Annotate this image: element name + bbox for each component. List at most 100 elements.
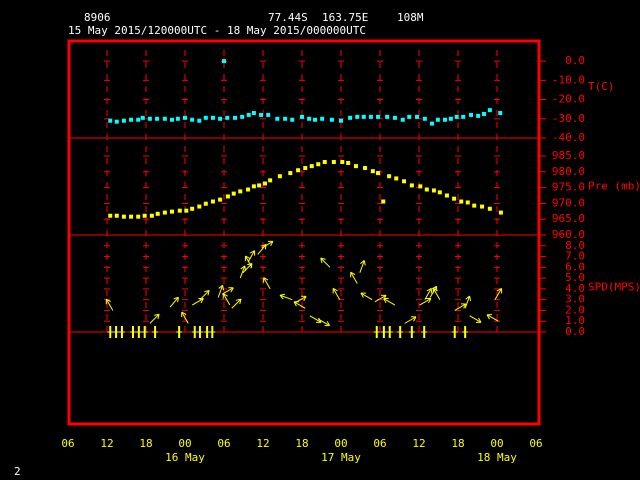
arrow-shaft — [320, 257, 331, 268]
data-point — [190, 117, 195, 122]
wind-arrow — [424, 287, 432, 300]
arrow-head — [326, 320, 330, 326]
data-point — [288, 171, 293, 176]
wind-arrow — [318, 318, 330, 327]
arrow-head — [413, 316, 417, 322]
y-axis-label: T(C) — [588, 80, 615, 93]
data-point — [170, 209, 174, 214]
data-point — [190, 206, 195, 211]
wind-arrow — [191, 297, 204, 306]
data-point — [290, 117, 295, 122]
arrow-head — [428, 298, 432, 304]
data-point — [402, 179, 407, 184]
arrow-head — [469, 295, 472, 302]
data-point — [210, 115, 215, 120]
data-point — [476, 113, 481, 118]
data-point — [155, 211, 160, 216]
x-tick-label: 18 — [451, 437, 464, 450]
y-axis-label: Pre (mb) — [588, 180, 640, 193]
data-point — [136, 117, 141, 122]
data-point — [177, 208, 182, 213]
data-point — [283, 116, 288, 121]
data-point — [482, 111, 486, 116]
wind-arrow — [263, 277, 271, 290]
data-point — [251, 184, 256, 189]
arrow-shaft — [221, 287, 234, 295]
data-point — [121, 118, 126, 123]
arrow-shaft — [360, 292, 373, 301]
arrow-shaft — [383, 298, 396, 306]
data-point — [355, 114, 360, 119]
y-tick-label: 8.0 — [565, 239, 585, 252]
arrow-head — [383, 298, 387, 304]
data-point — [498, 111, 503, 116]
x-tick-label: 06 — [217, 437, 230, 450]
data-point — [257, 183, 262, 188]
arrow-shaft — [454, 303, 467, 311]
data-point — [225, 194, 230, 199]
arrow-shaft — [199, 290, 210, 301]
calm-marker — [191, 326, 198, 338]
calm-marker — [107, 326, 114, 338]
x-tick-label: 00 — [490, 437, 503, 450]
y-tick-label: -10.0 — [552, 73, 585, 86]
arrow-head — [496, 287, 502, 292]
wind-arrow — [221, 287, 234, 295]
x-tick-label: 06 — [529, 437, 542, 450]
data-point — [108, 118, 113, 123]
arrow-shaft — [263, 277, 271, 290]
data-point — [313, 117, 317, 122]
frame — [67, 39, 541, 426]
x-tick-label: 18 — [295, 437, 308, 450]
period: 15 May 2015/120000UTC - 18 May 2015/0000… — [68, 24, 366, 37]
wind-arrow — [105, 298, 114, 311]
data-point — [322, 160, 327, 165]
arrow-head — [478, 317, 482, 323]
data-point — [266, 112, 271, 117]
y-tick-label: 1.0 — [565, 314, 585, 327]
data-point — [407, 114, 412, 119]
arrow-shaft — [359, 260, 365, 273]
data-point — [444, 193, 449, 198]
wind-arrow — [494, 287, 503, 300]
y-tick-label: 0.0 — [565, 325, 585, 338]
wind-arrow — [486, 314, 499, 322]
data-point — [430, 121, 434, 126]
data-point — [340, 160, 345, 165]
wind-arrow — [293, 301, 306, 309]
data-point — [346, 160, 351, 165]
data-point — [435, 117, 440, 122]
data-point — [498, 210, 503, 215]
data-point — [443, 117, 447, 122]
data-point — [424, 187, 429, 192]
data-point — [155, 116, 160, 121]
data-point — [331, 160, 336, 165]
wind-arrow — [432, 287, 441, 300]
arrow-head — [463, 303, 467, 309]
y-tick-label: -40.0 — [552, 131, 585, 144]
arrow-head — [303, 296, 307, 302]
x-tick-label: 18 — [139, 437, 152, 450]
calm-marker — [196, 326, 203, 338]
station-id: 8906 — [84, 11, 111, 24]
arrow-head — [249, 250, 255, 254]
data-point — [231, 191, 236, 196]
data-point — [175, 116, 180, 121]
data-point — [142, 213, 147, 218]
arrow-shaft — [217, 285, 224, 298]
arrow-shaft — [247, 250, 255, 263]
calm-marker — [135, 326, 142, 338]
arrow-head — [433, 287, 438, 292]
data-point — [487, 206, 492, 211]
arrow-head — [173, 296, 179, 300]
data-point — [409, 183, 414, 188]
arrow-shaft — [245, 255, 253, 268]
data-point — [246, 187, 251, 192]
arrow-shaft — [105, 298, 114, 311]
arrow-head — [332, 287, 338, 292]
y-tick-label: 980.0 — [552, 165, 585, 178]
data-point — [183, 115, 187, 120]
wind-arrow — [231, 298, 242, 309]
data-point — [339, 118, 343, 123]
arrow-head — [157, 314, 160, 320]
